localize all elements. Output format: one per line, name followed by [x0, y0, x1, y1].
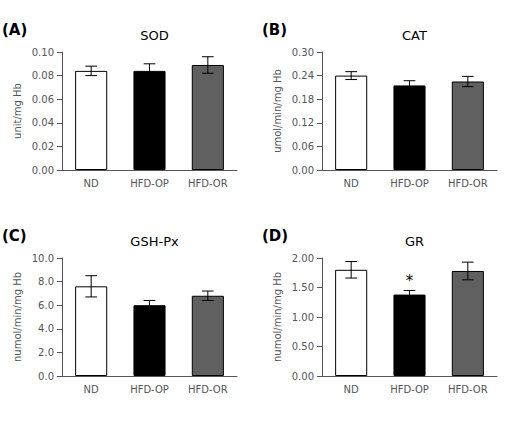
svg-text:umol/min/mg Hb: umol/min/mg Hb [272, 69, 283, 153]
svg-text:HFD-OR: HFD-OR [448, 178, 488, 189]
svg-text:(D): (D) [262, 227, 288, 245]
svg-text:ND: ND [84, 178, 99, 189]
svg-text:GSH-Px: GSH-Px [130, 234, 179, 249]
svg-text:HFD-OR: HFD-OR [448, 384, 488, 395]
svg-text:0.06: 0.06 [292, 141, 314, 152]
svg-text:0.00: 0.00 [32, 165, 54, 176]
svg-text:8.0: 8.0 [38, 276, 54, 287]
svg-text:0.30: 0.30 [292, 47, 314, 58]
svg-text:0.12: 0.12 [292, 117, 314, 128]
svg-text:0.10: 0.10 [32, 47, 54, 58]
svg-text:numol/min/mg Hb: numol/min/mg Hb [12, 272, 23, 362]
svg-text:CAT: CAT [402, 28, 427, 43]
svg-text:1.00: 1.00 [292, 312, 314, 323]
svg-text:0.18: 0.18 [292, 94, 314, 105]
svg-text:HFD-OR: HFD-OR [188, 384, 228, 395]
svg-text:0.04: 0.04 [32, 117, 54, 128]
svg-text:(B): (B) [262, 21, 287, 39]
svg-text:HFD-OR: HFD-OR [188, 178, 228, 189]
svg-text:0.00: 0.00 [292, 165, 314, 176]
svg-text:ND: ND [344, 178, 359, 189]
svg-text:unit/mg Hb: unit/mg Hb [12, 83, 23, 139]
svg-text:numol/min/mg Hb: numol/min/mg Hb [272, 272, 283, 362]
svg-text:HFD-OP: HFD-OP [130, 384, 169, 395]
svg-text:0.08: 0.08 [32, 70, 54, 81]
svg-text:0.00: 0.00 [292, 371, 314, 382]
svg-text:4.0: 4.0 [38, 323, 54, 334]
svg-text:ND: ND [344, 384, 359, 395]
svg-text:(C): (C) [2, 227, 27, 245]
svg-text:1.50: 1.50 [292, 282, 314, 293]
svg-text:10.0: 10.0 [32, 253, 54, 264]
svg-text:0.02: 0.02 [32, 141, 54, 152]
svg-text:*: * [406, 272, 414, 290]
svg-text:6.0: 6.0 [38, 300, 54, 311]
svg-text:GR: GR [405, 234, 424, 249]
svg-text:HFD-OP: HFD-OP [130, 178, 169, 189]
svg-text:0.06: 0.06 [32, 94, 54, 105]
svg-text:0.50: 0.50 [292, 341, 314, 352]
svg-text:HFD-OP: HFD-OP [390, 384, 429, 395]
svg-text:(A): (A) [2, 21, 27, 39]
svg-text:ND: ND [84, 384, 99, 395]
svg-text:SOD: SOD [140, 28, 169, 43]
svg-text:HFD-OP: HFD-OP [390, 178, 429, 189]
svg-text:2.00: 2.00 [292, 253, 314, 264]
svg-text:0.24: 0.24 [292, 70, 314, 81]
svg-text:0.0: 0.0 [38, 371, 54, 382]
svg-text:2.0: 2.0 [38, 347, 54, 358]
